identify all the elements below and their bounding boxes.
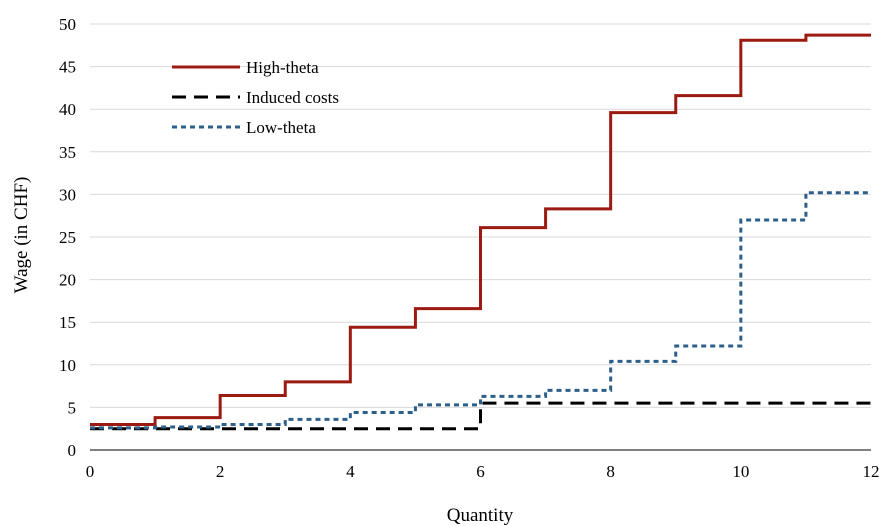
y-tick-label: 40 xyxy=(59,100,76,119)
legend-label-1: Induced costs xyxy=(246,88,339,107)
x-tick-label: 10 xyxy=(732,462,749,481)
tick-labels: 0 5 10 15 20 25 30 35 40 45 50 0 2 4 6 8 10 12 xyxy=(59,15,880,481)
legend: High-theta Induced costs Low-theta xyxy=(172,58,339,137)
y-axis-label: Wage (in CHF) xyxy=(11,177,32,294)
x-tick-label: 2 xyxy=(216,462,225,481)
y-tick-label: 25 xyxy=(59,228,76,247)
y-tick-label: 0 xyxy=(68,441,77,460)
x-tick-label: 8 xyxy=(606,462,615,481)
series-lines xyxy=(90,33,871,431)
y-tick-label: 10 xyxy=(59,356,76,375)
x-tick-label: 4 xyxy=(346,462,355,481)
x-axis-label: Quantity xyxy=(447,505,514,526)
y-tick-label: 45 xyxy=(59,58,76,77)
gridlines xyxy=(90,23,871,408)
series-line-1 xyxy=(90,401,871,431)
y-tick-label: 15 xyxy=(59,313,76,332)
y-tick-label: 30 xyxy=(59,185,76,204)
legend-label-0: High-theta xyxy=(246,58,319,77)
x-tick-label: 12 xyxy=(863,462,880,481)
legend-label-2: Low-theta xyxy=(246,118,316,137)
x-tick-label: 6 xyxy=(476,462,485,481)
y-tick-label: 20 xyxy=(59,271,76,290)
series-line-0 xyxy=(90,33,871,426)
y-tick-label: 50 xyxy=(59,15,76,34)
y-tick-label: 5 xyxy=(68,398,77,417)
series-line-2 xyxy=(90,191,871,430)
x-tick-label: 0 xyxy=(86,462,95,481)
y-tick-label: 35 xyxy=(59,143,76,162)
